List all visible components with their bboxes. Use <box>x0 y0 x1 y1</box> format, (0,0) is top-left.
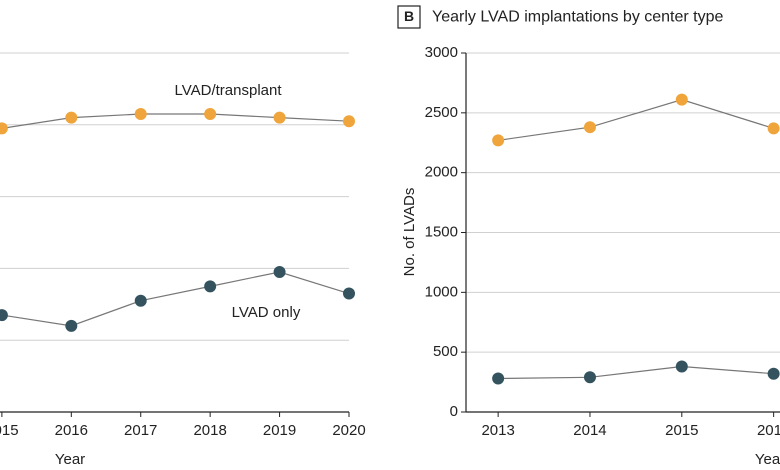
series-annotation: LVAD/transplant <box>175 82 283 99</box>
x-tick-label: 2015 <box>665 422 698 439</box>
y-tick-label: 1000 <box>425 283 458 300</box>
data-point <box>767 122 780 135</box>
x-tick-label: 2016 <box>757 422 780 439</box>
y-tick-label: 0 <box>450 403 458 420</box>
series-line <box>1 113 350 129</box>
data-point <box>273 111 286 124</box>
y-tick-label: 1500 <box>425 223 458 240</box>
data-point <box>492 134 505 147</box>
x-tick-label: 2017 <box>124 422 157 439</box>
data-point <box>767 367 780 380</box>
data-point <box>0 309 8 322</box>
panel-box <box>397 5 421 29</box>
data-point <box>675 93 688 106</box>
data-point <box>583 121 596 134</box>
panel-label: B <box>404 8 414 24</box>
data-point <box>134 294 147 307</box>
x-tick-label: 2019 <box>263 422 296 439</box>
data-point <box>65 319 78 332</box>
series-annotation: LVAD only <box>232 304 301 321</box>
data-point <box>0 122 8 135</box>
x-tick-label: 2014 <box>573 422 606 439</box>
data-point <box>134 108 147 121</box>
data-point <box>583 371 596 384</box>
x-tick-label: 2013 <box>481 422 514 439</box>
x-tick-label: 2020 <box>332 422 365 439</box>
series-line <box>1 271 350 327</box>
x-tick-label: 2015 <box>0 422 19 439</box>
x-tick-label: 2018 <box>193 422 226 439</box>
series-line <box>498 365 774 380</box>
x-axis-label: Year <box>755 451 780 468</box>
y-tick-label: 3000 <box>425 44 458 61</box>
data-point <box>204 280 217 293</box>
data-point <box>273 265 286 278</box>
data-point <box>492 372 505 385</box>
data-point <box>675 360 688 373</box>
y-tick-label: 2500 <box>425 104 458 121</box>
data-point <box>343 115 355 128</box>
x-axis-label: Year <box>55 451 85 468</box>
y-tick-label: 500 <box>433 343 458 360</box>
chart-title: Yearly LVAD implantations by center type <box>432 9 724 26</box>
x-tick-label: 2016 <box>55 422 88 439</box>
data-point <box>65 111 78 124</box>
y-tick-label: 2000 <box>425 164 458 181</box>
y-axis-label: No. of LVADs <box>401 188 418 277</box>
data-point <box>204 108 217 121</box>
data-point <box>343 287 355 300</box>
series-line <box>498 99 774 141</box>
